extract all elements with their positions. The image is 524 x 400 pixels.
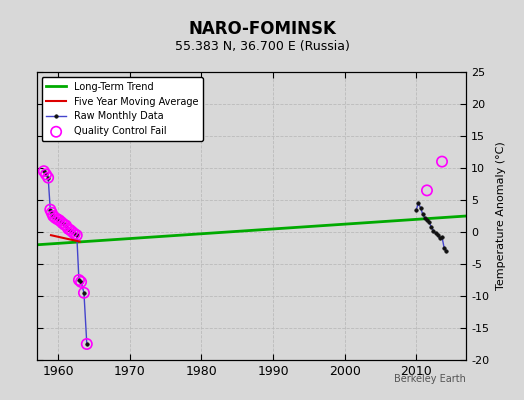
Quality Control Fail (68, 229, 77, 235)
Raw Monthly Data (81, 290, 87, 295)
Line: Raw Monthly Data: Raw Monthly Data (42, 170, 89, 346)
Five Year Moving Average (48, 233, 54, 238)
Quality Control Fail (56, 217, 64, 224)
Raw Monthly Data (69, 230, 75, 234)
Quality Control Fail (48, 210, 56, 216)
Raw Monthly Data (43, 172, 49, 177)
Raw Monthly Data (76, 278, 82, 282)
Raw Monthly Data (84, 342, 90, 346)
Raw Monthly Data (65, 226, 71, 231)
Text: NARO-FOMINSK: NARO-FOMINSK (188, 20, 336, 38)
Quality Control Fail (42, 171, 50, 178)
Raw Monthly Data (45, 175, 51, 180)
Quality Control Fail (77, 279, 85, 285)
Raw Monthly Data (47, 207, 53, 212)
Line: Five Year Moving Average: Five Year Moving Average (51, 235, 80, 242)
Legend: Long-Term Trend, Five Year Moving Average, Raw Monthly Data, Quality Control Fai: Long-Term Trend, Five Year Moving Averag… (41, 77, 203, 141)
Raw Monthly Data (71, 232, 78, 236)
Quality Control Fail (62, 222, 70, 229)
Raw Monthly Data (59, 220, 65, 225)
Raw Monthly Data (78, 280, 84, 284)
Quality Control Fail (73, 232, 81, 238)
Quality Control Fail (80, 290, 88, 296)
Point (423, 187, 431, 194)
Quality Control Fail (70, 231, 79, 237)
Raw Monthly Data (41, 169, 47, 174)
Raw Monthly Data (49, 210, 55, 215)
Quality Control Fail (40, 168, 48, 174)
Quality Control Fail (58, 219, 66, 226)
Point (438, 158, 446, 165)
Raw Monthly Data (63, 223, 69, 228)
Raw Monthly Data (61, 222, 67, 227)
Y-axis label: Temperature Anomaly (°C): Temperature Anomaly (°C) (496, 142, 506, 290)
Text: Berkeley Earth: Berkeley Earth (395, 374, 466, 384)
Raw Monthly Data (52, 216, 59, 220)
Quality Control Fail (49, 213, 57, 219)
Quality Control Fail (66, 227, 74, 233)
Quality Control Fail (60, 221, 68, 228)
Five Year Moving Average (77, 239, 83, 244)
Text: 55.383 N, 36.700 E (Russia): 55.383 N, 36.700 E (Russia) (174, 40, 350, 53)
Quality Control Fail (53, 216, 62, 222)
Raw Monthly Data (54, 217, 61, 222)
Raw Monthly Data (67, 228, 73, 232)
Quality Control Fail (46, 206, 54, 213)
Quality Control Fail (44, 174, 52, 181)
Raw Monthly Data (57, 218, 63, 223)
Quality Control Fail (64, 226, 72, 232)
Quality Control Fail (83, 341, 91, 347)
Quality Control Fail (75, 277, 83, 283)
Quality Control Fail (51, 215, 60, 221)
Raw Monthly Data (74, 233, 80, 238)
Raw Monthly Data (50, 214, 56, 218)
